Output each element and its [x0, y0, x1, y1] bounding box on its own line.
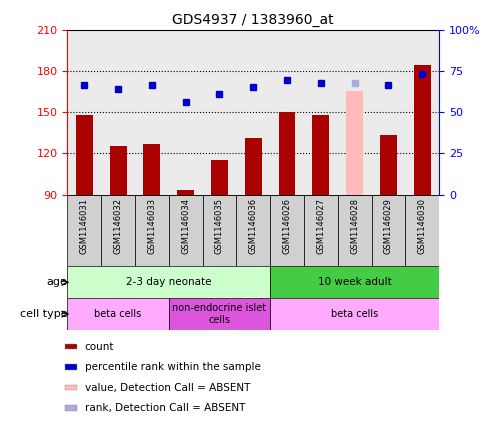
- Bar: [237, 30, 270, 195]
- Text: GSM1146036: GSM1146036: [249, 198, 258, 254]
- Text: rank, Detection Call = ABSENT: rank, Detection Call = ABSENT: [85, 403, 245, 413]
- Bar: [270, 298, 439, 330]
- Bar: [278, 112, 295, 195]
- Bar: [65, 385, 77, 390]
- Bar: [270, 195, 304, 266]
- Text: 2-3 day neonate: 2-3 day neonate: [126, 277, 212, 287]
- Text: beta cells: beta cells: [94, 309, 142, 319]
- Text: value, Detection Call = ABSENT: value, Detection Call = ABSENT: [85, 383, 250, 393]
- Text: non-endocrine islet
cells: non-endocrine islet cells: [172, 303, 266, 325]
- Text: GSM1146032: GSM1146032: [114, 198, 123, 254]
- Bar: [245, 138, 261, 195]
- Text: GSM1146027: GSM1146027: [316, 198, 325, 254]
- Bar: [270, 266, 439, 298]
- Bar: [405, 30, 439, 195]
- Bar: [237, 195, 270, 266]
- Text: GSM1146031: GSM1146031: [80, 198, 89, 254]
- Bar: [135, 195, 169, 266]
- Text: GSM1146028: GSM1146028: [350, 198, 359, 254]
- Bar: [143, 144, 160, 195]
- Text: GSM1146034: GSM1146034: [181, 198, 190, 254]
- Bar: [135, 30, 169, 195]
- Bar: [169, 298, 270, 330]
- Bar: [101, 30, 135, 195]
- Bar: [203, 30, 237, 195]
- Bar: [338, 30, 372, 195]
- Bar: [372, 195, 405, 266]
- Bar: [67, 266, 270, 298]
- Bar: [67, 30, 101, 195]
- Bar: [304, 195, 338, 266]
- Text: percentile rank within the sample: percentile rank within the sample: [85, 362, 260, 372]
- Bar: [65, 364, 77, 370]
- Bar: [270, 30, 304, 195]
- Bar: [65, 405, 77, 411]
- Bar: [338, 195, 372, 266]
- Text: beta cells: beta cells: [331, 309, 378, 319]
- Text: count: count: [85, 342, 114, 352]
- Bar: [101, 195, 135, 266]
- Bar: [414, 66, 431, 195]
- Bar: [380, 135, 397, 195]
- Text: GSM1146035: GSM1146035: [215, 198, 224, 254]
- Bar: [312, 115, 329, 195]
- Bar: [203, 195, 237, 266]
- Bar: [65, 344, 77, 349]
- Text: cell type: cell type: [20, 309, 67, 319]
- Bar: [110, 146, 127, 195]
- Bar: [346, 91, 363, 195]
- Bar: [177, 190, 194, 195]
- Bar: [405, 195, 439, 266]
- Bar: [372, 30, 405, 195]
- Bar: [304, 30, 338, 195]
- Text: GSM1146029: GSM1146029: [384, 198, 393, 254]
- Text: age: age: [46, 277, 67, 287]
- Bar: [169, 30, 203, 195]
- Bar: [67, 298, 169, 330]
- Title: GDS4937 / 1383960_at: GDS4937 / 1383960_at: [173, 13, 334, 27]
- Text: 10 week adult: 10 week adult: [318, 277, 392, 287]
- Text: GSM1146030: GSM1146030: [418, 198, 427, 254]
- Text: GSM1146033: GSM1146033: [147, 198, 156, 254]
- Bar: [211, 160, 228, 195]
- Bar: [67, 195, 101, 266]
- Bar: [169, 195, 203, 266]
- Text: GSM1146026: GSM1146026: [282, 198, 291, 254]
- Bar: [76, 115, 93, 195]
